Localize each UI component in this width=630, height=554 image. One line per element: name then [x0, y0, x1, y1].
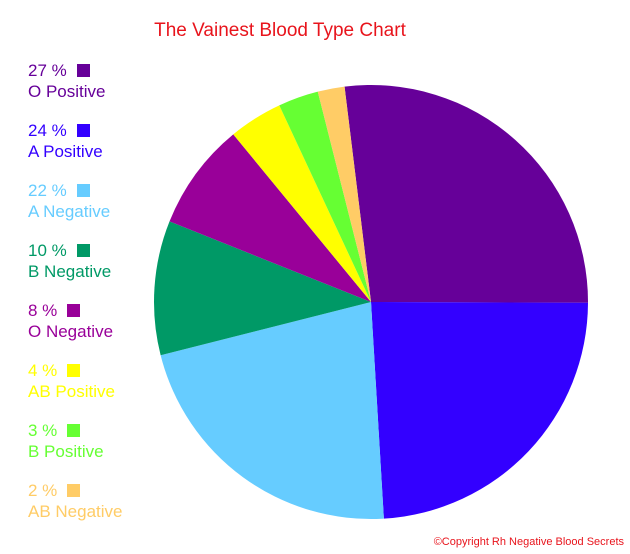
legend-label: O Positive [28, 82, 106, 101]
legend-label: A Negative [28, 202, 111, 221]
legend-value: 27 % [28, 61, 67, 80]
legend-item: 8 % O Negative [28, 300, 178, 360]
pie-slice [371, 302, 588, 519]
legend-value: 2 % [28, 481, 58, 500]
legend-value: 10 % [28, 241, 67, 260]
legend-label: AB Positive [28, 382, 115, 401]
legend-item: 10 % B Negative [28, 240, 178, 300]
legend-value: 22 % [28, 181, 67, 200]
pie-slice [233, 105, 371, 302]
legend-item: 4 % AB Positive [28, 360, 178, 420]
pie-slice [344, 85, 589, 303]
legend-swatch [67, 304, 81, 317]
pie-slice [279, 91, 371, 302]
legend-label: A Positive [28, 142, 103, 161]
chart-title: The Vainest Blood Type Chart [154, 20, 406, 41]
pie-slice [154, 221, 371, 356]
legend-swatch [76, 184, 90, 197]
legend-swatch [67, 484, 81, 497]
legend-swatch [76, 124, 90, 137]
legend-swatch [76, 64, 90, 77]
legend-value: 24 % [28, 121, 67, 140]
legend-item: 3 % B Positive [28, 420, 178, 480]
legend-item: 22 % A Negative [28, 180, 178, 240]
pie-slice [160, 302, 384, 520]
legend-label: AB Negative [28, 502, 123, 521]
legend-label: B Negative [28, 262, 112, 281]
legend-label: B Positive [28, 442, 104, 461]
legend-label: O Negative [28, 322, 114, 341]
pie-slice [317, 86, 371, 303]
copyright-notice: ©Copyright Rh Negative Blood Secrets [433, 536, 624, 548]
chart-legend: 27 % O Positive 24 % A Positive 22 % A Negati… [28, 60, 178, 540]
pie-slice [169, 134, 371, 302]
legend-value: 8 % [28, 301, 58, 320]
legend-value: 3 % [28, 421, 58, 440]
legend-swatch [76, 244, 90, 257]
legend-value: 4 % [28, 361, 58, 380]
legend-swatch [67, 364, 81, 377]
legend-swatch [67, 424, 81, 437]
legend-item: 27 % O Positive [28, 60, 178, 120]
legend-item: 24 % A Positive [28, 120, 178, 180]
legend-item: 2 % AB Negative [28, 480, 178, 540]
